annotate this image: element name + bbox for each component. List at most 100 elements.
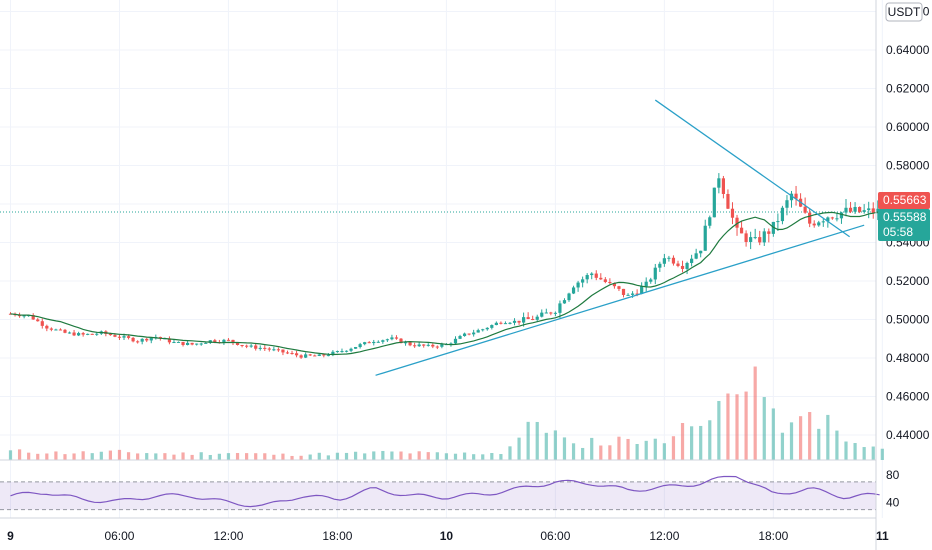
volume-bar [317, 452, 321, 460]
candle [90, 333, 94, 335]
candle [131, 336, 135, 343]
price-tag-value: 0.55588 [883, 210, 927, 224]
volume-bar [462, 452, 467, 460]
candle [749, 231, 753, 250]
trend-line-upper[interactable] [654, 99, 851, 238]
candle [830, 216, 834, 220]
candle [662, 253, 666, 267]
candle [204, 342, 208, 344]
price-tick-label: 0.50000 [886, 312, 930, 326]
candle [481, 328, 485, 332]
candle [140, 338, 144, 345]
candle [871, 202, 875, 219]
volume-bar [789, 422, 794, 460]
candle [526, 312, 530, 320]
candle [67, 331, 72, 334]
volume-bar [299, 455, 303, 460]
volume-bar [535, 421, 539, 460]
candle [77, 331, 81, 337]
volume-bar [817, 428, 821, 460]
time-tick-label: 12:00 [649, 529, 679, 543]
volume-bar [608, 445, 612, 460]
volume-bar [54, 451, 58, 460]
candle [658, 261, 662, 272]
volume-bar [90, 453, 94, 460]
rsi-axis: 80 40 [886, 468, 900, 510]
volume-bar [45, 453, 49, 460]
candle [576, 280, 580, 292]
candle [835, 212, 839, 222]
time-tick-label: 06:00 [104, 529, 134, 543]
rsi-tick-label: 40 [886, 496, 900, 510]
candle [281, 349, 285, 356]
volume-bar [808, 412, 812, 460]
candle [876, 200, 880, 221]
candle [703, 219, 707, 251]
volume-bar [744, 391, 748, 460]
trend-lines[interactable] [375, 99, 865, 376]
candle [149, 337, 153, 344]
candle [490, 324, 494, 330]
volume-bar [426, 452, 430, 460]
candle [744, 230, 748, 247]
trend-line-lower[interactable] [375, 224, 865, 376]
candle [390, 334, 394, 341]
candle [117, 334, 122, 340]
volume-bar [644, 440, 648, 460]
volume-bar [726, 393, 730, 460]
time-tick-label: 9 [7, 529, 14, 543]
volume-bar [671, 436, 676, 460]
volume-bar [526, 421, 530, 460]
candle [594, 270, 598, 281]
candle [267, 347, 271, 352]
volume-bar [581, 447, 585, 460]
volume-bar [245, 453, 249, 460]
candle [762, 228, 766, 246]
bar-countdown: 05:58 [883, 225, 913, 239]
candle [313, 354, 317, 357]
candle [458, 334, 462, 340]
candle [553, 311, 557, 317]
volume-bar [635, 444, 639, 460]
volume-bar [444, 453, 449, 460]
volume-bar [762, 397, 766, 460]
candle [730, 202, 735, 225]
volume-bar [126, 452, 131, 460]
candle [676, 260, 680, 268]
volume-bar [81, 451, 85, 460]
candle [717, 173, 721, 194]
volume-bar [599, 445, 603, 460]
candle [808, 208, 812, 228]
volume-bar [871, 446, 875, 460]
candle [45, 324, 49, 332]
volume-bars [8, 366, 884, 460]
volume-bar [344, 452, 349, 460]
candle [812, 220, 816, 228]
volume-bar [499, 454, 503, 460]
volume-bar [226, 453, 231, 460]
candle [181, 341, 185, 347]
time-tick-label: 10 [440, 529, 454, 543]
candle [304, 352, 308, 359]
candle [794, 185, 798, 206]
candle [599, 273, 603, 280]
candle [226, 338, 231, 341]
candle [290, 350, 294, 355]
volume-bar [617, 436, 621, 460]
candle [476, 328, 480, 333]
currency-badge[interactable]: USDT [885, 2, 923, 22]
time-tick-label: 06:00 [540, 529, 570, 543]
candle [353, 346, 358, 349]
candle [499, 321, 503, 325]
volume-bar [780, 432, 785, 460]
time-tick-label: 11 [876, 529, 889, 543]
candle [535, 314, 539, 322]
candle [322, 353, 326, 358]
volume-bar [680, 423, 685, 460]
candle [694, 248, 698, 260]
price-tick-label: 0.44000 [886, 428, 930, 442]
candle [72, 329, 76, 337]
volume-bar [717, 400, 721, 460]
